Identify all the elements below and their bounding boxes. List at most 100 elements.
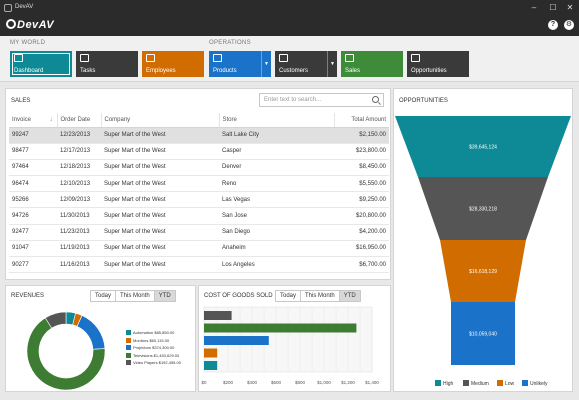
header-label: Invoice	[12, 116, 32, 123]
dashboard-icon	[14, 54, 23, 62]
table-row[interactable]: 94726 11/30/2013 Super Mart of the West San…	[9, 207, 389, 225]
column-header-invoice[interactable]: Invoice ↓	[9, 113, 58, 128]
minimize-button[interactable]: –	[531, 3, 537, 12]
search-placeholder: Enter text to search...	[264, 97, 322, 103]
close-button[interactable]: ✕	[566, 3, 574, 12]
cell-store: Las Vegas	[219, 191, 334, 209]
table-row[interactable]: 95266 12/09/2013 Super Mart of the West Las…	[9, 191, 389, 209]
cell-store: San Jose	[219, 207, 334, 225]
tile-label: Opportunities	[411, 68, 447, 74]
cell-invoice: 96474	[9, 175, 57, 193]
cell-total-amount: $6,700.00	[334, 256, 389, 274]
tile-dashboard[interactable]: Dashboard	[10, 51, 72, 77]
cell-total-amount: $9,250.00	[334, 191, 389, 209]
x-tick-label: $1,400	[365, 380, 379, 385]
tile-opportunities[interactable]: Opportunities	[407, 51, 469, 77]
table-row[interactable]: 92477 11/23/2013 Super Mart of the West San…	[9, 224, 389, 241]
cell-total-amount: $8,450.00	[334, 159, 389, 177]
cell-store: Reno	[219, 175, 334, 193]
tile-sales[interactable]: Sales	[341, 51, 403, 77]
tasks-icon	[80, 54, 89, 62]
table-row[interactable]: 98477 12/17/2013 Super Mart of the West Cas…	[9, 143, 389, 160]
cell-order-date: 11/19/2013	[57, 240, 101, 258]
cell-invoice: 99247	[9, 127, 57, 144]
period-ytd-button[interactable]: YTD	[338, 290, 361, 302]
navigation-ribbon: MY WORLD OPERATIONS Dashboard Tasks Empl…	[0, 36, 579, 82]
search-icon[interactable]	[372, 96, 379, 103]
employees-icon	[146, 54, 155, 62]
period-ytd-button[interactable]: YTD	[153, 290, 176, 302]
operations-label: OPERATIONS	[209, 40, 251, 46]
legend-label: High	[443, 381, 454, 387]
legend-label: Monitors $60,115.00	[133, 337, 170, 343]
opportunities-funnel-chart: $39,645,124 $28,330,218 $16,618,129 $10,059…	[395, 116, 571, 387]
cogs-bar	[204, 361, 218, 370]
tile-label: Dashboard	[14, 68, 44, 74]
x-tick-label: $600	[271, 380, 282, 385]
column-header-total-amount[interactable]: Total Amount	[334, 113, 389, 128]
maximize-button[interactable]: ☐	[549, 3, 557, 12]
column-header-company[interactable]: Company	[101, 113, 220, 128]
ribbon-bar: DevAV ? ⚙	[0, 16, 579, 36]
search-input[interactable]: Enter text to search...	[259, 93, 384, 107]
tile-customers[interactable]: Customers ▼	[275, 51, 337, 77]
period-today-button[interactable]: Today	[90, 290, 117, 302]
cell-company: Super Mart of the West	[101, 159, 219, 177]
donut-slice	[26, 317, 106, 391]
x-tick-label: $1,200	[341, 380, 355, 385]
sales-grid: Invoice ↓ Order Date Company Store Total …	[9, 113, 389, 274]
tile-products[interactable]: Products ▼	[209, 51, 271, 77]
tile-employees[interactable]: Employees	[142, 51, 204, 77]
cell-total-amount: $2,150.00	[334, 127, 389, 144]
cell-order-date: 12/09/2013	[57, 191, 101, 209]
legend-swatch	[126, 360, 131, 365]
chevron-down-icon[interactable]: ▼	[327, 51, 337, 77]
donut-slice	[76, 315, 106, 350]
x-tick-label: $0	[201, 380, 207, 385]
chevron-down-icon[interactable]: ▼	[261, 51, 271, 77]
legend-label: Unlikely	[530, 381, 548, 387]
x-tick-label: $1,000	[317, 380, 331, 385]
legend-label: Televisions $1,453,629.00	[133, 352, 180, 358]
cell-order-date: 11/23/2013	[57, 224, 101, 241]
app-icon	[4, 4, 12, 12]
my-world-label: MY WORLD	[10, 40, 46, 46]
x-tick-label: $400	[247, 380, 258, 385]
legend-swatch	[497, 380, 503, 386]
tile-label: Products	[213, 68, 237, 74]
column-header-store[interactable]: Store	[219, 113, 335, 128]
table-row[interactable]: 91047 11/19/2013 Super Mart of the West Ana…	[9, 240, 389, 258]
table-row[interactable]: 97464 12/18/2013 Super Mart of the West Den…	[9, 159, 389, 177]
cell-total-amount: $4,200.00	[334, 224, 389, 241]
cell-invoice: 97464	[9, 159, 57, 177]
table-row[interactable]: 96474 12/10/2013 Super Mart of the West Ren…	[9, 175, 389, 193]
legend-swatch	[126, 337, 131, 343]
funnel-stage-value: $16,618,129	[469, 269, 497, 275]
settings-icon[interactable]: ⚙	[564, 20, 574, 30]
products-icon	[213, 54, 222, 62]
tile-label: Tasks	[80, 68, 96, 74]
window-title: DevAV	[15, 4, 34, 10]
revenues-legend-item: Televisions $1,453,629.00	[126, 352, 180, 358]
help-icon[interactable]: ?	[548, 20, 558, 30]
cell-invoice: 94726	[9, 207, 57, 225]
revenues-title: REVENUES	[11, 293, 45, 299]
cell-company: Super Mart of the West	[101, 191, 219, 209]
period-today-button[interactable]: Today	[275, 290, 302, 302]
customers-icon	[279, 54, 288, 62]
legend-label: Low	[505, 381, 515, 387]
period-this-month-button[interactable]: This Month	[115, 290, 155, 302]
table-row[interactable]: 99247 12/23/2013 Super Mart of the West Sal…	[9, 127, 389, 144]
column-header-order-date[interactable]: Order Date	[57, 113, 102, 128]
funnel-stage	[395, 116, 571, 177]
cell-order-date: 11/30/2013	[57, 207, 101, 225]
legend-label: Medium	[471, 381, 489, 387]
cogs-bar-chart: $0 $200 $400 $600 $800 $1,000 $1,200 $1,400	[201, 306, 379, 385]
table-row[interactable]: 90277 11/16/2013 Super Mart of the West Los…	[9, 256, 389, 274]
tile-label: Customers	[279, 68, 309, 74]
period-this-month-button[interactable]: This Month	[300, 290, 340, 302]
cell-invoice: 92477	[9, 224, 57, 241]
tile-tasks[interactable]: Tasks	[76, 51, 138, 77]
cell-invoice: 91047	[9, 240, 57, 258]
cell-order-date: 12/10/2013	[57, 175, 101, 193]
